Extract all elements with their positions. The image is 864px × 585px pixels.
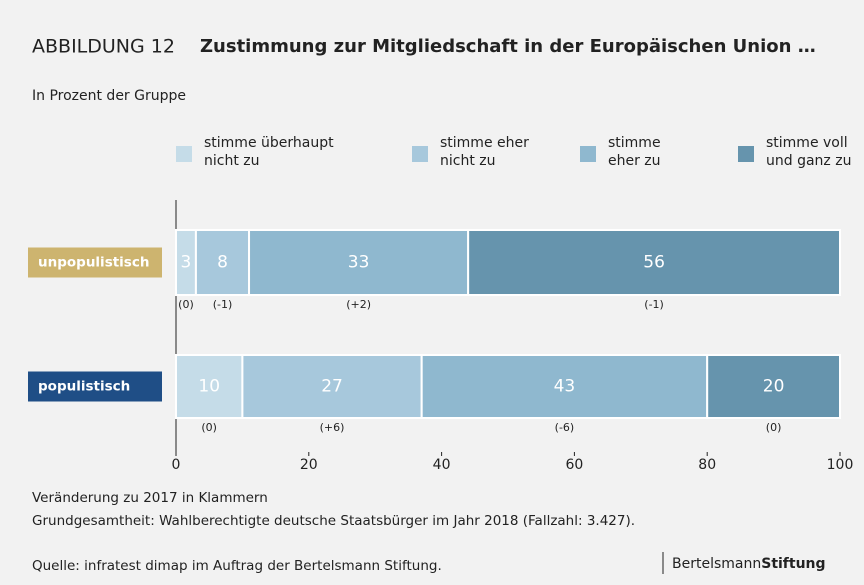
change-label: (+2) (346, 298, 371, 311)
change-label: (-1) (644, 298, 664, 311)
legend-swatch (176, 146, 192, 162)
subtitle: In Prozent der Gruppe (32, 88, 186, 104)
data-label: 3 (181, 253, 192, 273)
x-tick-label: 80 (698, 457, 716, 473)
legend-swatch (738, 146, 754, 162)
data-label: 56 (643, 253, 665, 273)
category-label: unpopulistisch (38, 255, 149, 271)
logo: BertelsmannStiftung (672, 556, 826, 572)
data-label: 33 (348, 253, 370, 273)
chart-title: Zustimmung zur Mitgliedschaft in der Eur… (200, 36, 816, 57)
change-label: (0) (766, 421, 782, 434)
change-label: (-1) (213, 298, 233, 311)
legend-label: stimme eher zu (608, 135, 661, 169)
category-box (28, 371, 162, 402)
x-tick-label: 60 (565, 457, 583, 473)
change-label: (-6) (555, 421, 575, 434)
x-tick-label: 100 (827, 457, 854, 473)
bar-segment (467, 229, 841, 296)
bar-segment (420, 354, 709, 419)
legend-label: stimme voll und ganz zu (766, 135, 852, 169)
x-tick-label: 0 (172, 457, 181, 473)
change-label: (0) (201, 421, 217, 434)
legend-label: stimme überhaupt nicht zu (204, 135, 334, 169)
title-prefix: ABBILDUNG 12 (32, 36, 175, 58)
x-tick-label: 40 (433, 457, 451, 473)
data-label: 8 (217, 253, 228, 273)
bar-segment (706, 354, 842, 419)
change-label: (0) (178, 298, 194, 311)
legend-swatch (580, 146, 596, 162)
data-label: 27 (321, 377, 343, 397)
change-label: (+6) (320, 421, 345, 434)
data-label: 43 (554, 377, 576, 397)
legend-label: stimme eher nicht zu (440, 135, 529, 169)
data-label: 10 (198, 377, 220, 397)
category-box (28, 247, 162, 278)
category-label: populistisch (38, 379, 130, 395)
note: Grundgesamtheit: Wahlberechtigte deutsch… (32, 513, 635, 529)
legend-swatch (412, 146, 428, 162)
x-tick-label: 20 (300, 457, 318, 473)
data-label: 20 (763, 377, 785, 397)
source: Quelle: infratest dimap im Auftrag der B… (32, 558, 442, 574)
note: Veränderung zu 2017 in Klammern (32, 490, 268, 506)
